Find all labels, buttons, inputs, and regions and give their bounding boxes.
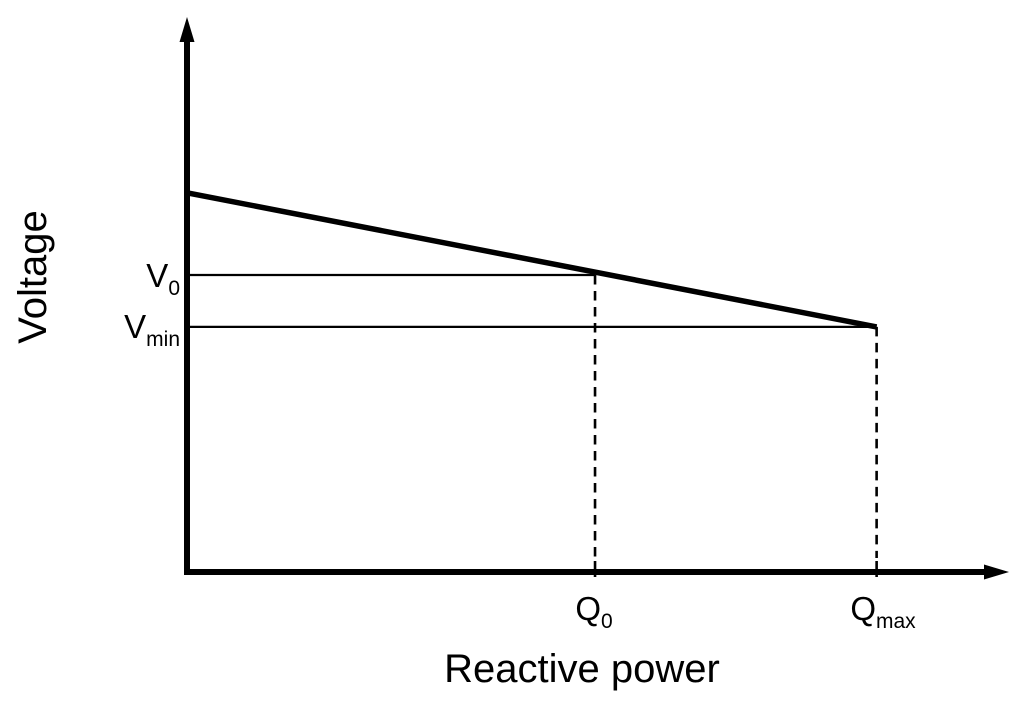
q0-sub: 0 — [601, 610, 613, 633]
vmin-sub: min — [146, 328, 180, 351]
q0-main: Q — [575, 590, 601, 627]
v0-sub: 0 — [168, 277, 180, 300]
series-layer — [186, 190, 878, 577]
y-axis-label: Voltage — [11, 210, 55, 343]
v0-tick-label: V0 — [146, 257, 180, 300]
v0-main: V — [146, 257, 168, 294]
q0-tick-label: Q0 — [575, 590, 612, 633]
x-axis-label: Reactive power — [444, 647, 720, 691]
vmin-main: V — [124, 308, 146, 345]
y-axis — [179, 17, 195, 575]
qmax-main: Q — [850, 590, 876, 627]
x-axis-arrowhead — [984, 564, 1009, 580]
qmax-sub: max — [876, 610, 916, 633]
x-axis — [184, 564, 1009, 580]
qmax-tick-label: Qmax — [850, 590, 916, 633]
droop-line — [186, 190, 878, 330]
vmin-tick-label: Vmin — [124, 308, 180, 351]
y-axis-arrowhead — [179, 17, 195, 42]
